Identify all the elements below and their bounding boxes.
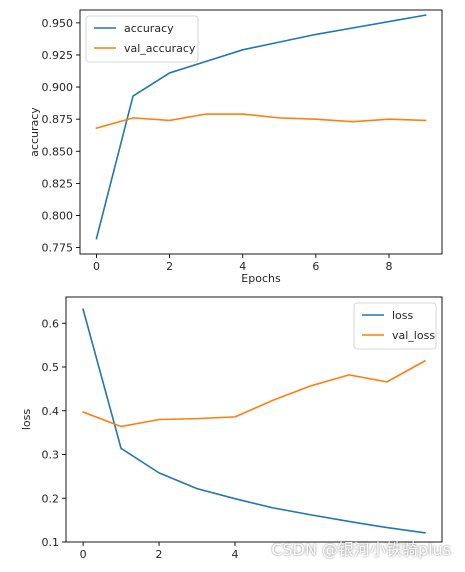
x-tick-label: 6	[312, 260, 319, 273]
legend-label-loss: loss	[392, 309, 414, 322]
legend-label-accuracy: accuracy	[124, 22, 174, 35]
x-tick-label: 4	[239, 260, 246, 273]
y-tick-label: 0.875	[42, 113, 74, 126]
plot-frame	[65, 296, 443, 543]
y-tick-label: 0.950	[42, 17, 74, 30]
y-tick-label: 0.4	[42, 405, 60, 418]
x-tick-label: 0	[80, 548, 87, 561]
legend: loss val_loss	[353, 302, 437, 350]
y-axis-label: accuracy	[28, 107, 41, 157]
watermark-text: CSDN @银河小铁骑plus	[271, 540, 451, 559]
legend-label-val-accuracy: val_accuracy	[124, 42, 196, 55]
series-line-val-accuracy	[95, 113, 427, 130]
y-axis-label: loss	[20, 409, 33, 431]
chart-2: 0 2 4 0.1 0.2 0.3 0.4 0.5 0.6 loss loss val_loss	[20, 296, 443, 561]
y-tick-label: 0.900	[42, 81, 74, 94]
y-tick-label: 0.2	[42, 492, 60, 505]
y-tick-label: 0.850	[42, 145, 74, 158]
y-tick-label: 0.5	[42, 361, 60, 374]
series-line-accuracy	[95, 14, 427, 240]
legend-label-val-loss: val_loss	[392, 329, 435, 342]
series-line-val-loss	[82, 359, 426, 428]
x-tick-label: 8	[385, 260, 392, 273]
series-line-loss	[82, 308, 426, 534]
x-axis-label: Epochs	[241, 272, 281, 285]
legend: accuracy val_accuracy	[85, 15, 199, 63]
y-tick-label: 0.925	[42, 49, 74, 62]
x-tick-label: 0	[93, 260, 100, 273]
y-tick-label: 0.775	[42, 242, 74, 255]
y-tick-label: 0.1	[42, 536, 60, 549]
y-tick-label: 0.800	[42, 209, 74, 222]
x-tick-label: 2	[156, 548, 163, 561]
plot-frame	[79, 9, 443, 255]
y-tick-label: 0.3	[42, 449, 60, 462]
x-tick-label: 2	[166, 260, 173, 273]
y-tick-label: 0.825	[42, 177, 74, 190]
y-tick-label: 0.6	[42, 317, 60, 330]
x-tick-label: 4	[232, 548, 239, 561]
chart-1: 0 2 4 6 8 0.775 0.800 0.825 0.850 0.875 0.900 0.925…	[28, 9, 443, 285]
